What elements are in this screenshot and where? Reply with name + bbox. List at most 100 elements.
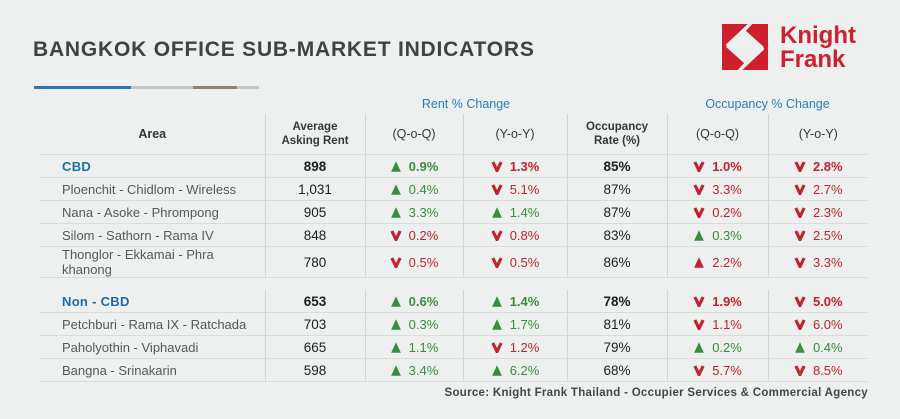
occupancy-yoy-change-cell: 2.5% [767, 223, 869, 247]
rent-qoq-change-cell: 0.6% [364, 290, 463, 313]
rent-yoy-change-cell: 1.2% [462, 335, 568, 359]
change-value: 1.0% [712, 159, 742, 175]
up-arrow-icon [390, 161, 402, 172]
average-asking-rent-value: 898 [264, 154, 365, 178]
change-value: 0.9% [408, 159, 439, 175]
spacer-row [40, 278, 868, 291]
column-header-occ-yoy: (Y-o-Y) [767, 114, 869, 155]
group-header-occupancy-change: Occupancy % Change [705, 97, 830, 111]
occupancy-yoy-change-cell: 2.3% [767, 200, 869, 224]
down-arrow-icon [794, 257, 806, 271]
change-value: 2.7% [812, 182, 843, 198]
column-header-occ-qoq: (Q-o-Q) [666, 114, 769, 155]
rent-qoq-change-cell: 3.4% [364, 358, 463, 382]
occupancy-rate-value: 85% [566, 154, 668, 178]
area-label: Petchburi - Rama IX - Ratchada [40, 312, 265, 336]
occupancy-rate-value: 81% [566, 312, 668, 336]
occupancy-yoy-change-cell: 3.3% [767, 246, 869, 278]
change-value: 6.2% [509, 363, 540, 379]
average-asking-rent-value: 1,031 [264, 177, 365, 201]
change-value: 0.6% [408, 294, 439, 310]
area-label: Paholyothin - Viphavadi [40, 335, 265, 359]
down-arrow-icon [491, 257, 503, 271]
change-value: 0.5% [509, 255, 540, 271]
occupancy-yoy-change-cell: 5.0% [767, 290, 869, 313]
up-arrow-icon [491, 365, 503, 376]
rent-qoq-change-cell: 3.3% [364, 200, 463, 224]
occupancy-qoq-change-cell: 1.0% [666, 154, 769, 178]
rent-qoq-change-cell: 1.1% [364, 335, 463, 359]
change-value: 2.2% [712, 255, 742, 271]
table-row: Bangna - Srinakarin 598 3.4% 6.2% 68% 5.7% 8.5… [40, 358, 869, 382]
change-value: 2.5% [812, 228, 843, 244]
logo-word-knight: Knight [780, 22, 856, 49]
up-arrow-icon [794, 342, 806, 353]
table-row: Thonglor - Ekkamai - Phra khanong 780 0.5%… [40, 246, 869, 278]
rent-qoq-change-cell: 0.9% [364, 154, 463, 178]
change-value: 5.1% [509, 182, 540, 198]
average-asking-rent-value: 703 [264, 312, 365, 336]
down-arrow-icon [693, 207, 705, 221]
table-row: Petchburi - Rama IX - Ratchada 703 0.3% 1.7… [40, 312, 869, 336]
area-label: Nana - Asoke - Phrompong [40, 200, 265, 224]
occupancy-rate-value: 87% [566, 200, 668, 224]
table-row: Ploenchit - Chidlom - Wireless 1,031 0.4% 5… [40, 177, 869, 201]
rent-yoy-change-cell: 0.5% [462, 246, 568, 278]
underline-segment-blue [34, 86, 131, 89]
area-label: Bangna - Srinakarin [40, 358, 265, 382]
down-arrow-icon [491, 184, 503, 198]
up-arrow-icon [491, 319, 503, 330]
change-value: 0.3% [712, 228, 742, 244]
occupancy-qoq-change-cell: 0.3% [666, 223, 769, 247]
column-header-avg-asking-rent: Average Asking Rent [264, 114, 365, 155]
occupancy-qoq-change-cell: 5.7% [666, 358, 769, 382]
rent-yoy-change-cell: 5.1% [462, 177, 568, 201]
change-value: 5.0% [812, 294, 843, 310]
up-arrow-icon [693, 230, 705, 241]
average-asking-rent-value: 665 [264, 335, 365, 359]
down-arrow-icon [491, 230, 503, 244]
down-arrow-icon [794, 184, 806, 198]
submarket-indicators-table: Rent % Change Occupancy % Change Area Av… [40, 94, 869, 382]
down-arrow-icon [693, 319, 705, 333]
average-asking-rent-value: 653 [264, 290, 365, 313]
up-arrow-icon [491, 207, 503, 218]
logo-word-frank: Frank [780, 46, 846, 73]
rent-yoy-change-cell: 1.4% [462, 290, 568, 313]
occupancy-rate-value: 78% [566, 290, 668, 313]
change-value: 0.8% [509, 228, 540, 244]
down-arrow-icon [794, 319, 806, 333]
column-header-row: Area Average Asking Rent (Q-o-Q) (Y-o-Y)… [40, 114, 869, 155]
area-label: Ploenchit - Chidlom - Wireless [40, 177, 265, 201]
change-value: 2.8% [812, 159, 843, 175]
occupancy-rate-value: 87% [566, 177, 668, 201]
change-value: 0.2% [712, 205, 742, 221]
change-value: 0.2% [712, 340, 742, 356]
occupancy-qoq-change-cell: 2.2% [666, 246, 769, 278]
column-header-occupancy-rate: Occupancy Rate (%) [566, 114, 668, 155]
rent-yoy-change-cell: 6.2% [462, 358, 568, 382]
up-arrow-icon [693, 257, 705, 268]
down-arrow-icon [794, 296, 806, 310]
column-header-area: Area [40, 114, 265, 155]
down-arrow-icon [794, 230, 806, 244]
table-row: Silom - Sathorn - Rama IV 848 0.2% 0.8% 83% 0… [40, 223, 869, 247]
change-value: 0.2% [408, 228, 439, 244]
underline-segment-gray2 [237, 86, 259, 89]
change-value: 3.3% [408, 205, 439, 221]
down-arrow-icon [693, 161, 705, 175]
change-value: 1.3% [509, 159, 540, 175]
table-body: Rent % Change Occupancy % Change Area Av… [40, 94, 869, 382]
knight-frank-wordmark: Knight Frank [780, 24, 856, 72]
occupancy-qoq-change-cell: 3.3% [666, 177, 769, 201]
rent-yoy-change-cell: 1.3% [462, 154, 568, 178]
up-arrow-icon [491, 296, 503, 307]
change-value: 0.3% [408, 317, 439, 333]
change-value: 1.1% [712, 317, 742, 333]
change-value: 3.3% [812, 255, 843, 271]
occupancy-yoy-change-cell: 0.4% [767, 335, 869, 359]
down-arrow-icon [390, 257, 402, 271]
down-arrow-icon [491, 342, 503, 356]
average-asking-rent-value: 848 [264, 223, 365, 247]
occupancy-rate-value: 86% [566, 246, 668, 278]
